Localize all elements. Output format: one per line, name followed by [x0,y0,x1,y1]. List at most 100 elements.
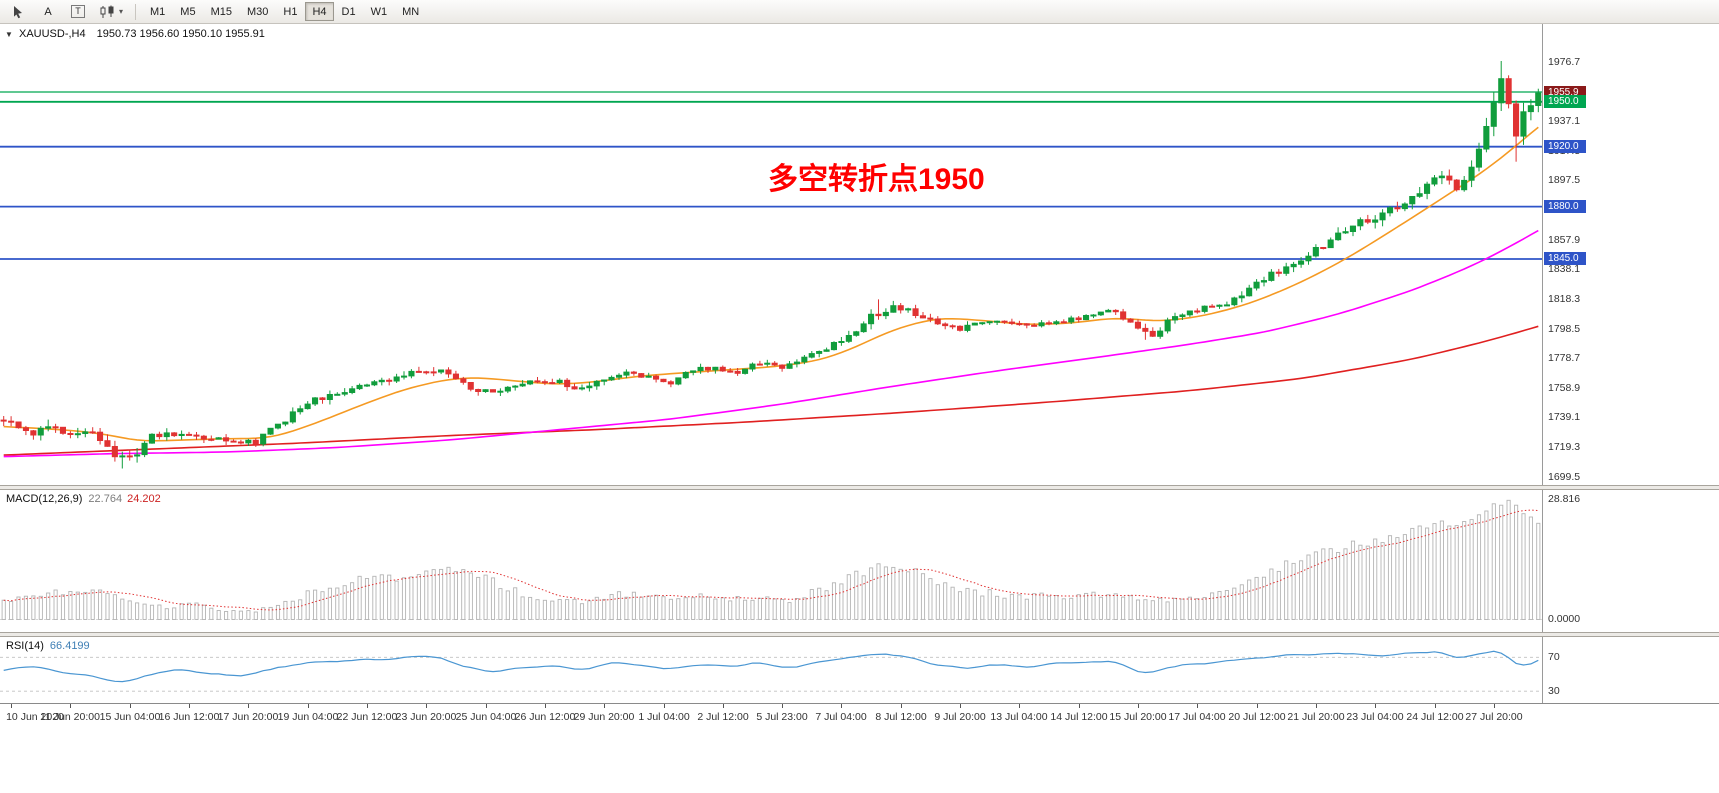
label-tool-button[interactable]: T [64,1,92,22]
chevron-down-icon: ▾ [119,7,124,16]
rsi-indicator[interactable] [0,637,1542,703]
price-badge: 1920.0 [1544,139,1586,153]
toolbar-separator [135,3,137,20]
text-tool-button[interactable]: A [34,1,62,22]
time-tick [545,704,546,708]
time-tick [960,704,961,708]
time-tick [367,704,368,708]
time-tick [782,704,783,708]
time-tick [130,704,131,708]
time-axis-label: 14 Jul 12:00 [1050,711,1108,723]
symbol-title: XAUUSD-,H4 [18,28,86,40]
macd-signal-value: 24.202 [127,493,161,505]
rsi-value: 66.4199 [49,640,90,652]
axis-label: 1699.5 [1548,470,1581,483]
chart-header: ▼ XAUUSD-,H4 1950.73 1956.60 1950.10 195… [5,28,265,40]
time-axis-label: 8 Jul 12:00 [875,711,927,723]
time-tick [1079,704,1080,708]
time-tick [1375,704,1376,708]
price-badge: 1880.0 [1544,199,1586,213]
panel-divider[interactable] [0,632,1719,637]
one-click-collapse-icon[interactable]: ▼ [5,30,13,39]
axis-label: 1758.9 [1548,381,1581,394]
time-tick [1138,704,1139,708]
time-tick [1494,704,1495,708]
time-tick [70,704,71,708]
timeframe-button-w1[interactable]: W1 [364,2,395,21]
time-axis-label: 15 Jun 04:00 [99,711,161,723]
axis-label: 1818.3 [1548,292,1581,305]
time-axis-label: 16 Jun 12:00 [158,711,220,723]
text-tool-label: A [44,5,52,18]
time-tick [901,704,902,708]
timeframe-button-m15[interactable]: M15 [204,2,239,21]
axis-label: 28.816 [1548,493,1581,506]
time-axis-label: 26 Jun 12:00 [514,711,576,723]
time-axis-label: 17 Jul 04:00 [1168,711,1226,723]
candlestick-icon [100,5,114,18]
price-axis[interactable]: 1976.71956.91937.11917.31897.51877.71857… [1543,24,1719,793]
price-badge: 1950.0 [1544,94,1586,108]
timeframe-button-h1[interactable]: H1 [276,2,304,21]
chart-type-candlestick-dropdown[interactable]: ▾ [94,1,128,22]
price-axis-border [1542,24,1543,793]
axis-label: 1798.5 [1548,322,1581,335]
time-tick [11,704,12,708]
axis-label: 1719.3 [1548,441,1581,454]
macd-header: MACD(12,26,9) 22.764 24.202 [6,493,161,505]
chart-annotation[interactable]: 多空转折点1950 [768,163,985,196]
label-tool-label: T [71,5,85,18]
cursor-tool-button[interactable] [4,1,32,22]
time-axis-label: 21 Jul 20:00 [1287,711,1345,723]
axis-label: 30 [1548,685,1560,698]
rsi-title: RSI(14) [6,640,44,652]
time-tick [1257,704,1258,708]
axis-label: 1838.1 [1548,263,1581,276]
time-axis-label: 9 Jul 20:00 [934,711,986,723]
time-axis[interactable]: 10 Jun 2020 11 Jun 20:00 15 Jun 04:00 16 Ju… [0,703,1719,793]
time-axis-label: 24 Jul 12:00 [1406,711,1464,723]
timeframe-button-h4[interactable]: H4 [305,2,334,21]
time-tick [723,704,724,708]
panel-divider[interactable] [0,485,1719,490]
ohlc-values: 1950.73 1956.60 1950.10 1955.91 [96,28,265,40]
time-tick [308,704,309,708]
timeframe-button-mn[interactable]: MN [395,2,426,21]
time-axis-label: 13 Jul 04:00 [990,711,1048,723]
toolbar: A T ▾ M1 M5 M15 M30 H1 H4 D1 W1 MN [0,0,1719,24]
time-axis-label: 23 Jun 20:00 [395,711,457,723]
macd-indicator[interactable] [0,490,1542,632]
macd-title: MACD(12,26,9) [6,493,83,505]
axis-label: 1739.1 [1548,411,1581,424]
time-tick [189,704,190,708]
axis-label: 1778.7 [1548,352,1581,365]
time-axis-label: 2 Jul 12:00 [697,711,749,723]
time-tick [1019,704,1020,708]
axis-label: 70 [1548,651,1560,664]
time-tick [604,704,605,708]
price-badge: 1845.0 [1544,251,1586,265]
time-axis-label: 22 Jun 12:00 [336,711,398,723]
timeframe-button-d1[interactable]: D1 [335,2,363,21]
time-axis-label: 11 Jun 20:00 [40,711,100,723]
time-tick [1197,704,1198,708]
timeframe-button-m5[interactable]: M5 [173,2,202,21]
time-axis-label: 7 Jul 04:00 [815,711,867,723]
time-axis-label: 29 Jun 20:00 [573,711,635,723]
axis-label: 1937.1 [1548,115,1581,128]
timeframe-group: M1 M5 M15 M30 H1 H4 D1 W1 MN [143,2,426,21]
time-axis-label: 20 Jul 12:00 [1228,711,1286,723]
macd-main-value: 22.764 [88,493,123,505]
timeframe-button-m30[interactable]: M30 [240,2,275,21]
time-tick [1435,704,1436,708]
candlestick-chart[interactable] [0,30,1542,484]
time-axis-label: 25 Jun 04:00 [455,711,517,723]
time-tick [486,704,487,708]
time-axis-label: 17 Jun 20:00 [217,711,279,723]
chart-window: ▼ XAUUSD-,H4 1950.73 1956.60 1950.10 195… [0,24,1719,793]
time-axis-label: 1 Jul 04:00 [638,711,690,723]
timeframe-button-m1[interactable]: M1 [143,2,172,21]
time-tick [841,704,842,708]
time-axis-label: 5 Jul 23:00 [756,711,808,723]
cursor-icon [14,5,22,18]
